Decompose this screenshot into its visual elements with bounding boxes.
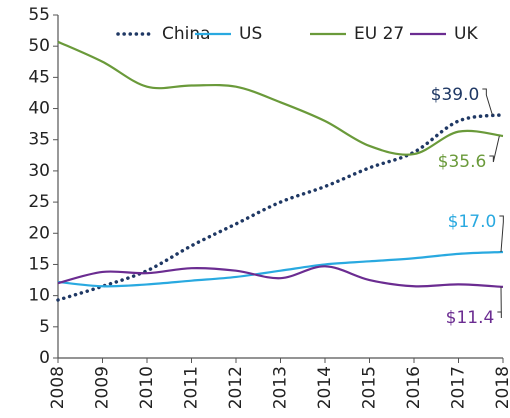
y-tick-label: 45: [28, 67, 50, 87]
x-tick-label: 2017: [449, 366, 469, 409]
x-tick-label: 2016: [404, 366, 424, 409]
legend-label: UK: [454, 24, 478, 44]
line: [57, 250, 504, 288]
x-tick-label: 2018: [493, 366, 510, 409]
x-tick-label: 2009: [93, 366, 113, 409]
line: [57, 265, 504, 289]
line: [57, 40, 504, 156]
value-label: $11.4: [446, 308, 495, 328]
legend-label: EU 27: [354, 24, 404, 44]
y-tick-label: 50: [28, 36, 50, 56]
value-label: $17.0: [448, 212, 497, 232]
value-label: $39.0: [431, 85, 480, 105]
x-tick-label: 2013: [271, 366, 291, 409]
x-tick-label: 2010: [137, 366, 157, 409]
y-tick-label: 25: [28, 192, 50, 212]
y-tick-label: 0: [39, 348, 50, 368]
x-tick-label: 2014: [315, 366, 335, 409]
y-tick-label: 20: [28, 223, 50, 243]
y-tick-label: 5: [39, 317, 50, 337]
x-tick-label: 2011: [182, 366, 202, 409]
x-tick-label: 2012: [226, 366, 246, 409]
y-tick-label: 55: [28, 5, 50, 25]
x-tick-label: 2008: [48, 366, 68, 409]
y-tick-label: 15: [28, 254, 50, 274]
x-tick-label: 2015: [360, 366, 380, 409]
label-leader: [497, 286, 502, 319]
legend-label: China: [162, 24, 211, 44]
y-tick-label: 10: [28, 286, 50, 306]
y-tick-label: 40: [28, 99, 50, 119]
y-tick-label: 35: [28, 130, 50, 150]
line: [56, 113, 505, 302]
label-leader: [482, 88, 493, 115]
legend-label: US: [239, 24, 262, 44]
label-leader: [489, 135, 500, 163]
value-label: $35.6: [438, 152, 487, 172]
y-tick-label: 30: [28, 161, 50, 181]
label-leader: [499, 215, 504, 253]
